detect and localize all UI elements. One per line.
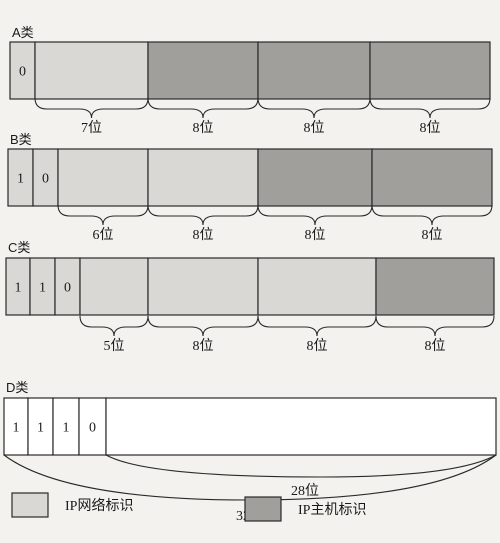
bit-value: 1: [39, 281, 46, 296]
host-swatch: [244, 496, 282, 522]
bit-span-brace: [147, 315, 259, 337]
bit-cell: [9, 41, 36, 100]
network-field-cell: [147, 257, 259, 316]
class-row-2: B类 1 0 6位 8位 8位 8位: [7, 132, 493, 243]
bit-span-brace: [369, 97, 491, 119]
class-row-4: D类111028位32位: [3, 380, 497, 524]
bit-count-label: 8位: [307, 338, 328, 354]
bit-cell: [54, 257, 81, 316]
legend-label: IP主机标识: [298, 502, 366, 518]
bit-span-brace: [79, 315, 149, 337]
bit-count-label: 8位: [304, 120, 325, 136]
class-label: A类: [12, 25, 34, 40]
bit-count-label: 8位: [193, 227, 214, 243]
bit-cell: [52, 397, 80, 456]
class-label: C类: [8, 240, 30, 255]
bit-span-brace: [147, 204, 259, 226]
host-field-cell: [371, 148, 493, 207]
bit-cell: [27, 397, 54, 456]
bit-cell: [29, 257, 56, 316]
legend-label: IP网络标识: [65, 498, 133, 514]
bit-cell: [3, 397, 29, 456]
network-field-cell: [79, 257, 149, 316]
bit-span-brace: [34, 97, 149, 119]
network-swatch: [11, 492, 49, 518]
bit-value: 1: [13, 421, 20, 436]
bit-value: 1: [15, 281, 22, 296]
bit-value: 1: [37, 421, 44, 436]
bit-count-label: 28位: [291, 483, 319, 499]
bit-value: 1: [17, 172, 24, 187]
bit-span-brace: [147, 97, 259, 119]
host-field-cell: [257, 148, 373, 207]
bit-cell: [78, 397, 107, 456]
bit-count-label: 8位: [425, 338, 446, 354]
bit-cell: [32, 148, 59, 207]
class-row-1: A类 0 7位 8位 8位 8位: [9, 25, 491, 136]
class-label: D类: [6, 380, 28, 395]
host-field-cell: [369, 41, 491, 100]
bit-count-label: 5位: [104, 338, 125, 354]
bit-value: 0: [19, 65, 26, 80]
host-field-cell: [147, 41, 259, 100]
network-field-cell: [57, 148, 149, 207]
network-field-cell: [105, 397, 497, 456]
network-field-cell: [147, 148, 259, 207]
bit-span-brace: [105, 454, 497, 478]
network-field-cell: [34, 41, 149, 100]
host-field-cell: [375, 257, 495, 316]
bit-span-brace: [371, 204, 493, 226]
bit-value: 0: [89, 421, 96, 436]
legend: IP网络标识 IP主机标识: [11, 492, 366, 522]
bit-count-label: 8位: [193, 120, 214, 136]
bit-count-label: 6位: [93, 227, 114, 243]
bit-span-brace: [257, 97, 371, 119]
bit-count-label: 8位: [305, 227, 326, 243]
bit-span-brace: [57, 204, 149, 226]
bit-value: 0: [64, 281, 71, 296]
bit-count-label: 8位: [420, 120, 441, 136]
bit-value: 0: [42, 172, 49, 187]
bit-count-label: 8位: [422, 227, 443, 243]
bit-value: 1: [63, 421, 70, 436]
bit-span-brace: [3, 454, 497, 501]
class-row-3: C类 1 1 0 5位 8位 8位 8位: [5, 240, 495, 354]
bit-count-label: 8位: [193, 338, 214, 354]
network-field-cell: [257, 257, 377, 316]
bit-count-label: 7位: [81, 120, 102, 136]
bit-span-brace: [257, 315, 377, 337]
host-field-cell: [257, 41, 371, 100]
bit-span-brace: [375, 315, 495, 337]
class-label: B类: [10, 132, 32, 147]
bit-span-brace: [257, 204, 373, 226]
bit-cell: [7, 148, 34, 207]
